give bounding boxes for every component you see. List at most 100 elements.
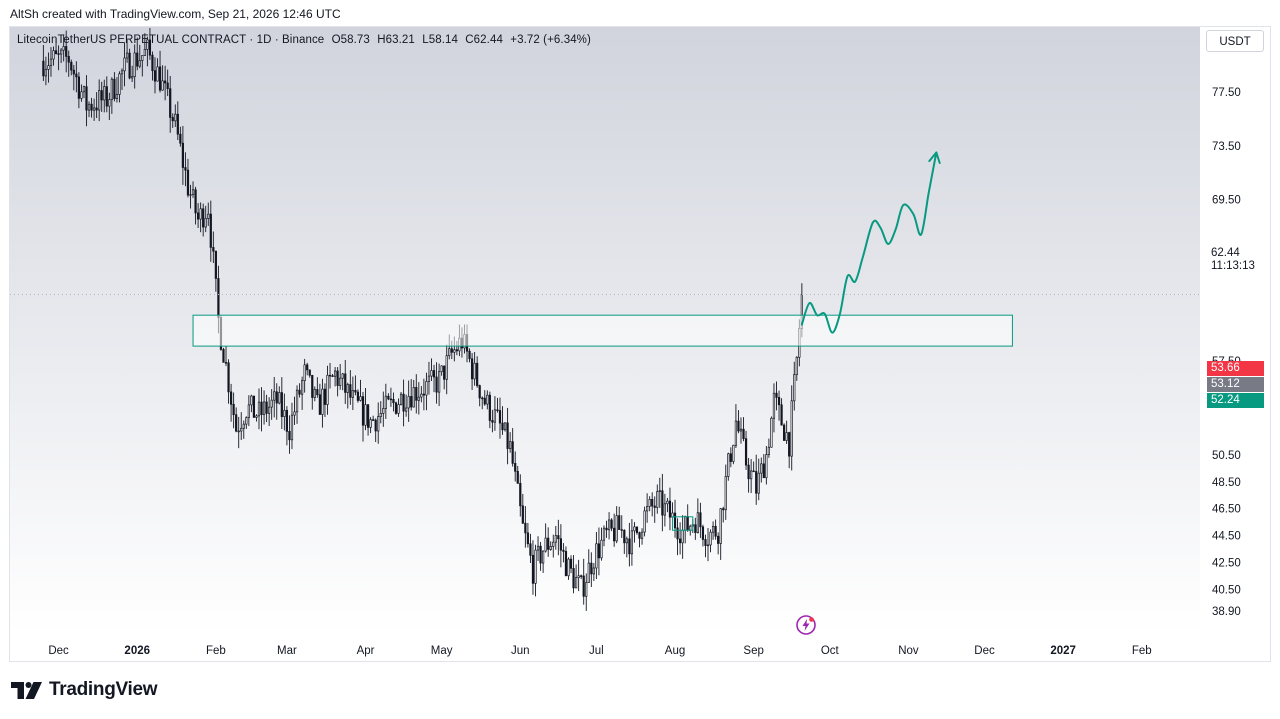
candle	[98, 79, 101, 122]
candle	[646, 493, 649, 523]
candle	[90, 97, 93, 118]
candle	[110, 77, 113, 114]
candle	[240, 412, 243, 440]
candle	[128, 48, 131, 80]
candle	[331, 373, 334, 378]
time-tick-label: Jul	[589, 645, 604, 657]
drawing-overlays	[10, 151, 1200, 531]
candle	[628, 522, 631, 567]
candle	[164, 65, 167, 101]
candle	[369, 417, 372, 434]
candle	[146, 36, 149, 67]
lightning-icon[interactable]	[795, 614, 817, 636]
candle	[478, 384, 481, 407]
candle	[227, 359, 230, 404]
candle	[303, 358, 306, 393]
candle	[290, 402, 294, 450]
candle	[539, 541, 542, 571]
time-tick-label: 2027	[1050, 645, 1076, 657]
candle	[445, 344, 448, 395]
legend-change: +3.72 (+6.34%)	[510, 34, 591, 46]
time-axis: Dec 2026 Feb Mar Apr May Jun Jul Aug Sep Oct Nov Dec…	[48, 645, 1151, 657]
candle	[151, 51, 154, 81]
candle	[722, 506, 725, 523]
candle	[65, 30, 68, 73]
candle	[630, 519, 634, 566]
price-tick-label: 38.90	[1212, 606, 1241, 618]
candle	[100, 81, 103, 113]
candle	[245, 416, 248, 429]
candle	[663, 493, 666, 527]
candle	[717, 532, 720, 555]
candle	[270, 389, 273, 420]
candle	[54, 38, 58, 55]
candle	[506, 407, 509, 465]
candle	[432, 364, 436, 393]
candle	[757, 458, 760, 501]
candle	[255, 414, 258, 422]
candle	[280, 377, 283, 429]
candle	[138, 44, 141, 69]
candle	[85, 75, 88, 127]
candle	[399, 391, 403, 406]
candle	[752, 461, 755, 473]
candle	[747, 458, 750, 493]
candle	[443, 365, 446, 390]
time-tick-label: Feb	[1132, 645, 1152, 657]
candle	[562, 543, 565, 563]
candle	[278, 386, 281, 405]
candle	[372, 415, 375, 421]
candle	[42, 45, 45, 81]
candle	[514, 451, 517, 482]
candle	[777, 390, 781, 421]
candle	[407, 380, 410, 422]
time-tick-label: Aug	[665, 645, 685, 657]
candle	[640, 528, 644, 545]
candle	[359, 379, 362, 402]
resistance-zone[interactable]	[192, 314, 1013, 347]
candle	[699, 502, 702, 538]
time-tick-label: Dec	[974, 645, 995, 657]
candle	[131, 65, 134, 83]
price-chart[interactable]: 77.5073.5069.5065.5057.5054.5050.5048.50…	[10, 27, 1270, 661]
candle	[704, 534, 707, 558]
candle	[580, 574, 583, 580]
candle	[265, 394, 268, 423]
candle	[755, 454, 758, 505]
currency-button[interactable]: USDT	[1206, 30, 1264, 52]
candle	[105, 76, 108, 113]
candle	[92, 98, 96, 121]
candle	[339, 363, 342, 390]
price-tick-label: 69.50	[1212, 195, 1241, 207]
candle	[557, 519, 560, 556]
candle	[547, 527, 550, 557]
candle	[437, 363, 441, 407]
candle	[714, 519, 717, 540]
candle	[77, 72, 80, 109]
candle	[174, 104, 177, 127]
candle	[610, 518, 613, 532]
candle	[199, 202, 202, 233]
candle	[237, 416, 240, 449]
candle	[760, 457, 763, 483]
brand-logo: TradingView	[11, 679, 158, 701]
candle	[661, 473, 664, 532]
candle	[709, 529, 712, 553]
candle	[783, 423, 786, 441]
candle	[559, 524, 562, 568]
candle	[732, 444, 735, 465]
candle	[125, 39, 129, 63]
candle	[394, 401, 398, 415]
candle	[351, 376, 354, 411]
candle	[486, 390, 489, 410]
candle	[148, 28, 152, 60]
small-consolidation-box[interactable]	[671, 516, 694, 531]
candle	[171, 113, 174, 128]
projection-path[interactable]	[800, 151, 938, 334]
candle	[153, 57, 157, 94]
candle	[247, 395, 250, 427]
candle	[491, 409, 494, 433]
candle	[356, 389, 360, 403]
candle	[430, 358, 433, 382]
candle	[425, 372, 428, 411]
